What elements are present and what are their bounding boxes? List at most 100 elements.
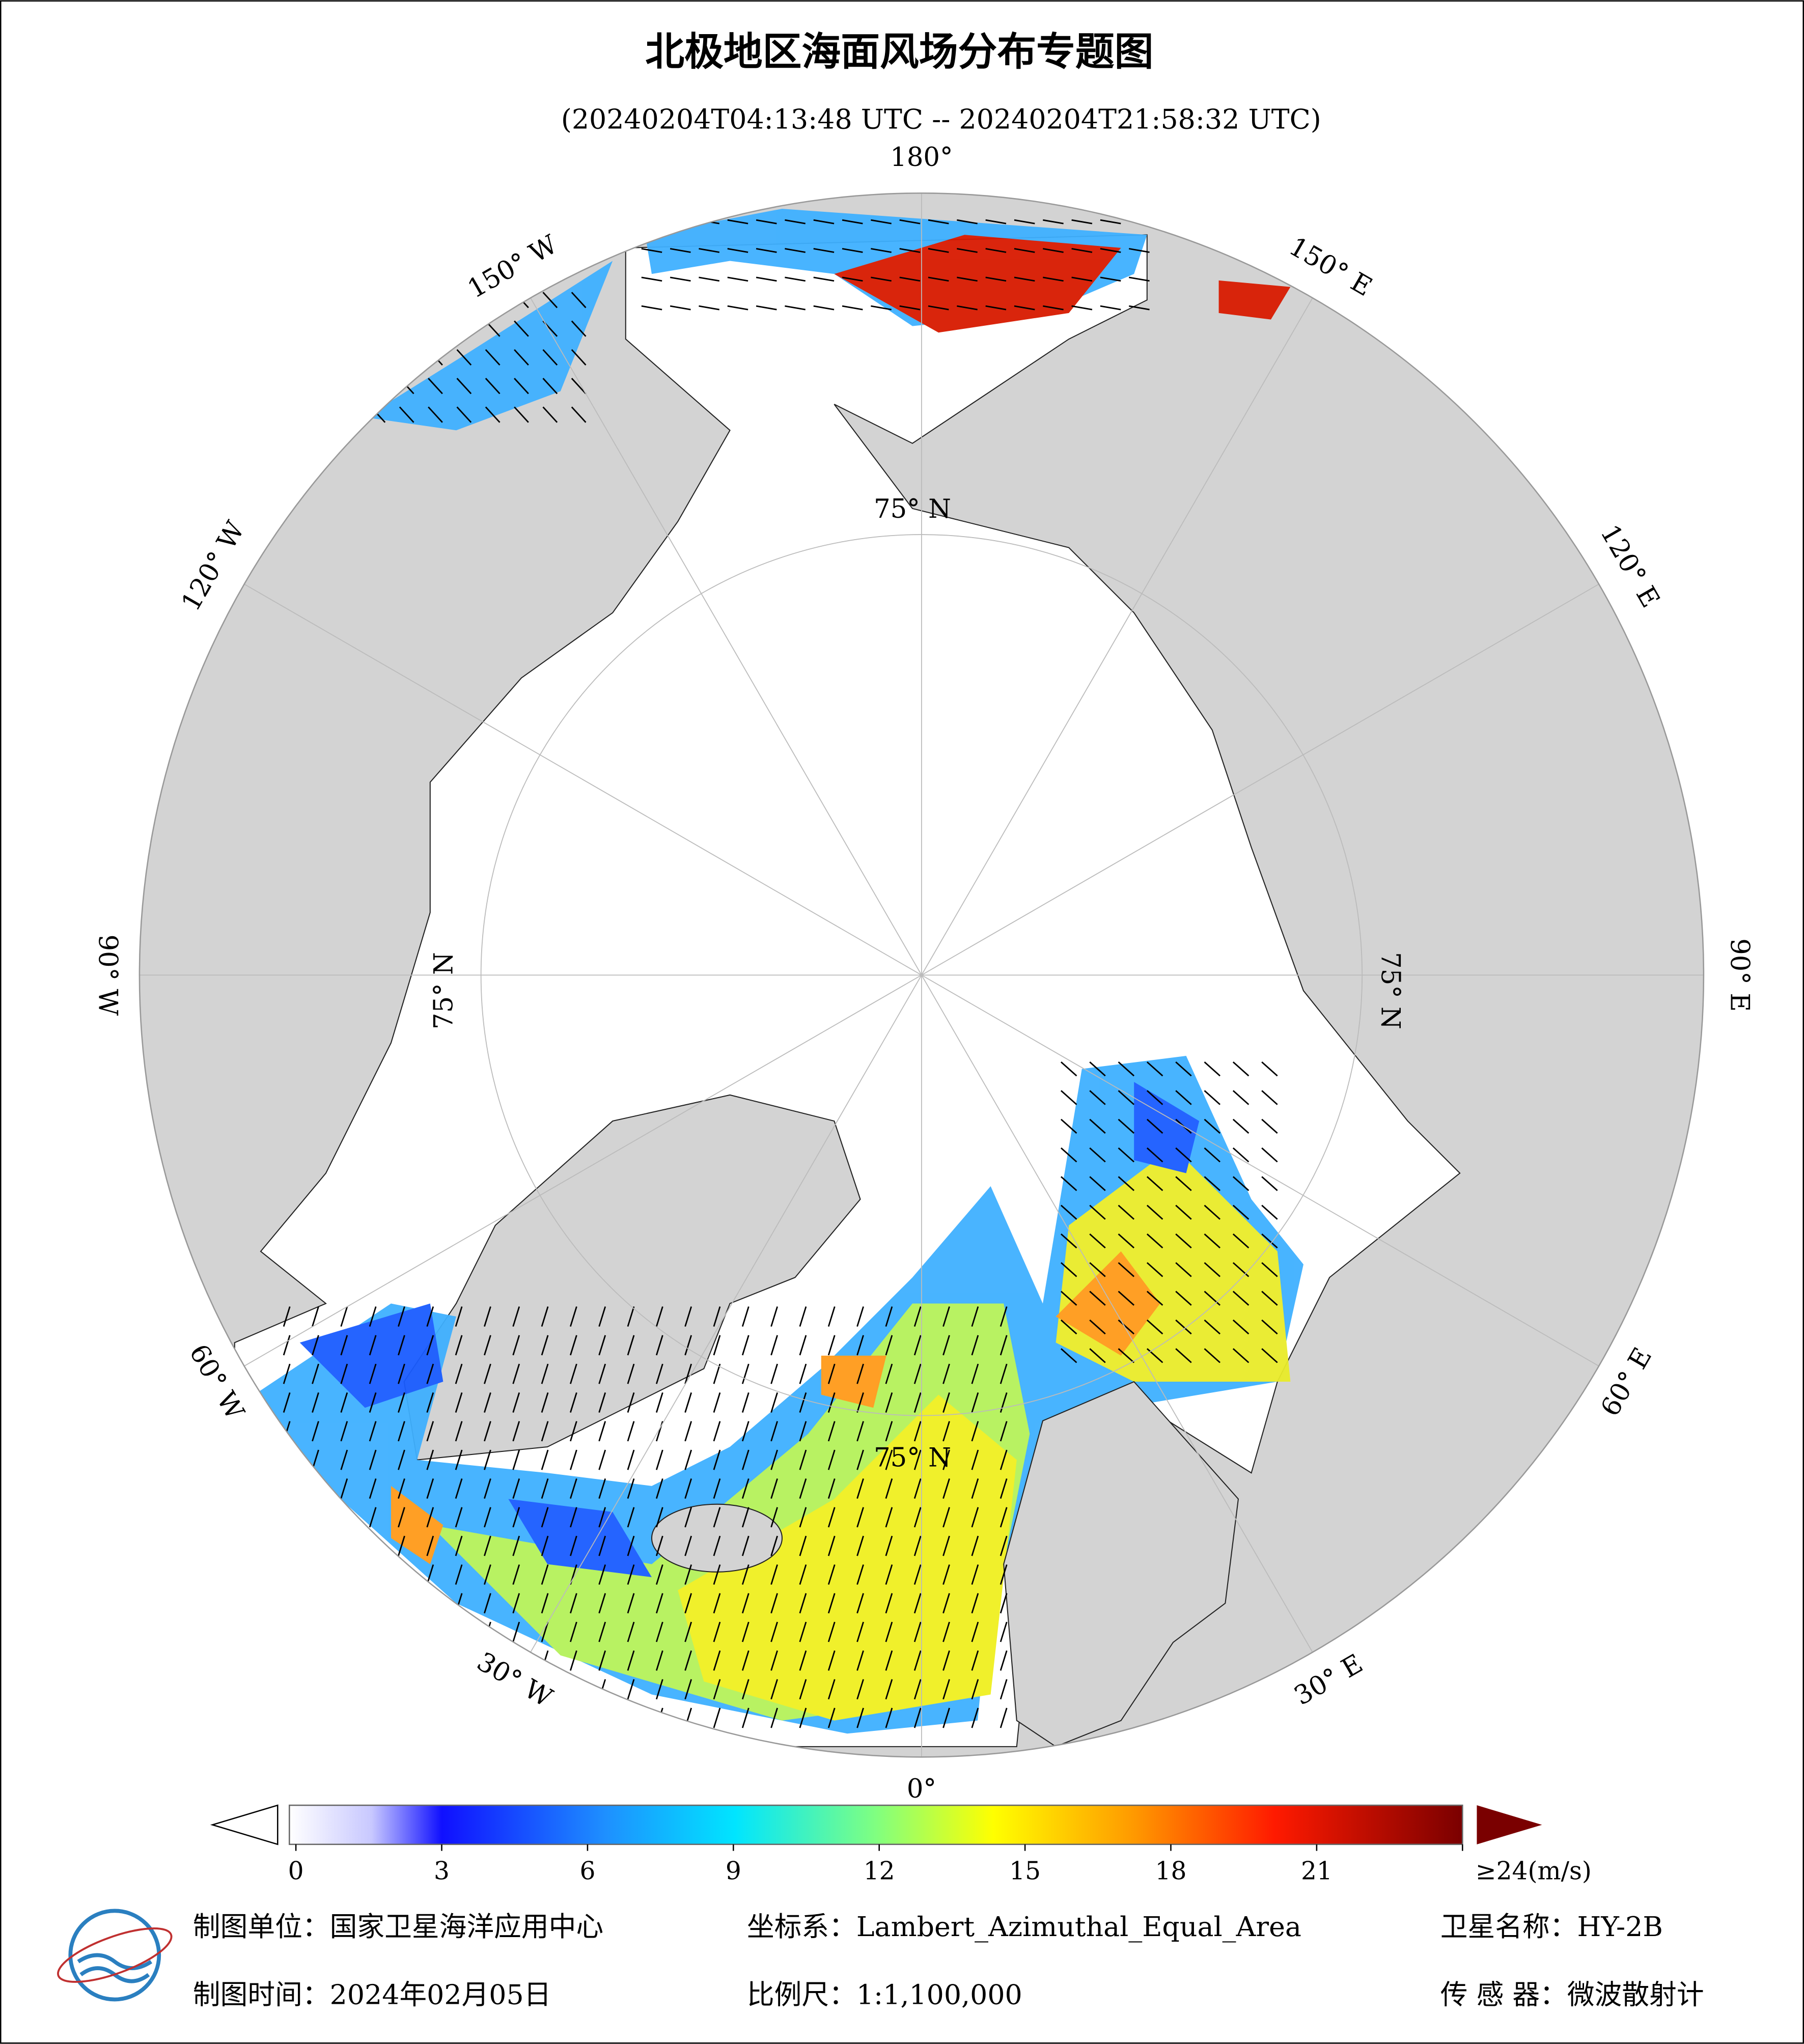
wind-arrow — [942, 1363, 950, 1384]
wind-arrow — [928, 219, 949, 225]
wind-arrow — [369, 1449, 377, 1470]
wind-arrow — [1261, 1205, 1278, 1220]
wind-arrow — [541, 1507, 549, 1528]
wind-arrow — [1204, 1205, 1220, 1220]
wind-arrow — [426, 1306, 434, 1327]
wind-arrow — [1100, 248, 1121, 253]
scandinavia — [1003, 1381, 1239, 1747]
wind-arrow — [799, 1507, 807, 1528]
wind-arrow — [885, 1363, 893, 1384]
wind-arrow — [913, 1621, 922, 1642]
wind-arrow — [856, 1306, 864, 1327]
wind-arrow — [727, 248, 748, 253]
wind-arrow — [684, 1564, 692, 1585]
wind-arrow — [799, 1335, 807, 1356]
wind-arrow — [827, 1707, 836, 1728]
wind-arrow — [655, 1679, 663, 1700]
wind-arrow — [1204, 1118, 1220, 1134]
wind-arrow — [485, 378, 501, 395]
wind-arrow — [569, 1449, 577, 1470]
wind-arrow — [1118, 1118, 1135, 1134]
wind-arrow — [1000, 1679, 1008, 1700]
wind-arrow — [1089, 1262, 1106, 1277]
wind-arrow — [1261, 1262, 1278, 1277]
wind-arrow — [541, 1535, 549, 1556]
wind-arrow — [856, 1478, 864, 1499]
wind-arrow — [512, 1363, 520, 1384]
colorbar-under — [210, 1804, 279, 1845]
meridian-line — [921, 297, 1313, 975]
wind-arrow — [856, 1564, 864, 1585]
wind-arrow — [398, 1535, 405, 1556]
wind-arrow — [971, 1335, 979, 1356]
wind-arrow — [484, 1593, 491, 1614]
wind-arrow — [484, 1335, 491, 1356]
wind-arrow — [1000, 1478, 1008, 1499]
wind-arrow — [942, 1421, 950, 1442]
wind-arrow — [655, 1392, 663, 1413]
wind-arrow — [856, 1507, 864, 1528]
wind-arrow — [985, 219, 1007, 225]
wind-arrow — [856, 1535, 864, 1556]
wind-arrow — [655, 1507, 663, 1528]
wind-arrow — [541, 1392, 549, 1413]
wind-arrow — [913, 1335, 922, 1356]
graticule — [139, 193, 1704, 1757]
wind-arrow — [827, 1363, 836, 1384]
wind-arrow — [942, 1507, 950, 1528]
wind-arrow — [512, 1621, 520, 1642]
wind-arrow — [455, 1421, 463, 1442]
wind-arrow — [1089, 1205, 1106, 1220]
wind-arrow — [569, 1507, 577, 1528]
wind-arrow — [1060, 1118, 1077, 1134]
wind-arrow — [827, 1306, 836, 1327]
wind-arrow — [426, 1478, 434, 1499]
wind-arrow — [928, 276, 949, 282]
wind-arrow — [1071, 219, 1093, 225]
wind-arrow — [856, 1679, 864, 1700]
colorbar-tick-label: 18 — [1155, 1857, 1187, 1886]
wind-arrow — [1204, 1348, 1220, 1363]
wind-arrow — [1089, 1147, 1106, 1163]
wind-arrow — [641, 305, 662, 311]
wind-arrow — [684, 1335, 692, 1356]
wind-arrow — [684, 1421, 692, 1442]
wind-arrow — [1232, 1147, 1250, 1163]
wind-arrow — [741, 1535, 750, 1556]
wind-arrow — [1261, 1291, 1278, 1306]
wind-arrow — [1060, 1348, 1077, 1363]
wind-arrow — [1118, 1348, 1135, 1363]
wind-arrow — [670, 305, 691, 311]
wind-arrow — [1146, 1176, 1163, 1191]
wind-arrow — [1128, 248, 1150, 253]
wind-arrow — [1146, 1291, 1163, 1306]
wind-arrow — [741, 1679, 750, 1700]
wind-arrow — [770, 1564, 779, 1585]
wind-arrow — [971, 1707, 979, 1728]
wind-arrow — [971, 1535, 979, 1556]
wind-arrow — [542, 349, 558, 366]
wind-arrow — [971, 1363, 979, 1384]
wind-arrow — [1071, 305, 1093, 311]
wind-arrow — [426, 1363, 434, 1384]
wind-arrow — [598, 1306, 606, 1327]
wind-arrow — [827, 1449, 836, 1470]
wind-arrow — [1175, 1262, 1192, 1277]
wind-arrow — [842, 219, 863, 225]
wind-arrow — [398, 1306, 405, 1327]
wind-arrow — [655, 1478, 663, 1499]
wind-arrow — [1232, 1205, 1250, 1220]
meridian-line — [921, 974, 1599, 1367]
meridian-line — [530, 297, 922, 975]
wind-arrow — [1175, 1319, 1192, 1335]
wind-arrow — [670, 276, 691, 282]
wind-arrow — [1118, 1176, 1135, 1191]
wind-arrow — [799, 1650, 807, 1671]
wind-arrow — [885, 1679, 893, 1700]
footer-sensor: 传 感 器：微波散射计 — [1440, 1978, 1704, 2010]
wind-arrow — [713, 1306, 721, 1327]
wind-arrow — [484, 1306, 491, 1327]
colorbar-tick-label: ≥24(m/s) — [1476, 1857, 1592, 1886]
wind-arrow — [741, 1593, 750, 1614]
wind-arrow — [398, 1335, 405, 1356]
